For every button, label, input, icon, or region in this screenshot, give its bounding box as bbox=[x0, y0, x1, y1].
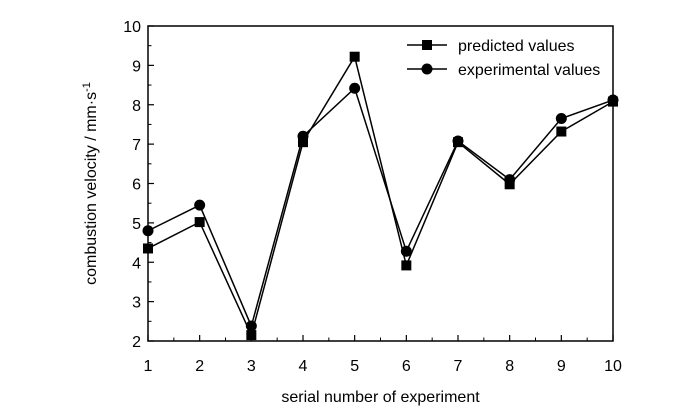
legend-marker-circle bbox=[421, 63, 433, 75]
data-point-circle bbox=[245, 320, 257, 332]
data-point-circle bbox=[504, 174, 516, 186]
series-experimental bbox=[142, 82, 619, 332]
y-tick-label: 2 bbox=[132, 334, 141, 351]
data-point-square bbox=[556, 126, 567, 137]
x-tick-label: 6 bbox=[402, 358, 411, 375]
y-tick-label: 10 bbox=[123, 19, 141, 36]
x-tick-label: 1 bbox=[144, 358, 153, 375]
x-tick-label: 7 bbox=[454, 358, 463, 375]
legend-label: experimental values bbox=[458, 62, 600, 79]
legend-item: predicted values bbox=[407, 38, 575, 55]
x-tick-label: 3 bbox=[247, 358, 256, 375]
y-axis-label: combustion velocity / mm·s-1 bbox=[81, 82, 100, 285]
series-layer bbox=[142, 51, 619, 341]
data-point-square bbox=[298, 137, 308, 148]
y-tick-label: 4 bbox=[132, 255, 141, 272]
x-axis-label: serial number of experiment bbox=[281, 389, 480, 406]
legend-label: predicted values bbox=[458, 38, 575, 55]
y-tick-label: 5 bbox=[132, 216, 141, 233]
series-line bbox=[147, 54, 614, 338]
x-tick-label: 8 bbox=[505, 358, 514, 375]
legend: predicted values experimental values bbox=[407, 38, 600, 79]
y-axis-ticks: 2 3 4 5 6 7 8 9 10 bbox=[123, 19, 154, 351]
data-point-square bbox=[246, 330, 257, 341]
data-point-circle bbox=[555, 113, 567, 125]
data-point-square bbox=[143, 243, 153, 254]
data-point-circle bbox=[349, 82, 361, 94]
data-point-circle bbox=[452, 135, 464, 147]
y-axis-label-superscript: -1 bbox=[81, 82, 93, 92]
x-tick-label: 10 bbox=[604, 358, 622, 375]
series-line bbox=[147, 86, 614, 329]
x-axis-ticks: 1 2 3 4 5 6 7 8 9 10 bbox=[144, 335, 622, 375]
data-point-square bbox=[401, 260, 412, 271]
y-tick-label: 3 bbox=[132, 295, 141, 312]
legend-marker-square bbox=[422, 40, 432, 50]
legend-item: experimental values bbox=[407, 62, 600, 79]
data-point-circle bbox=[400, 245, 412, 257]
data-point-circle bbox=[142, 225, 154, 237]
series-predicted bbox=[143, 51, 618, 341]
data-point-circle bbox=[194, 199, 206, 211]
data-point-circle bbox=[297, 130, 309, 142]
x-tick-label: 5 bbox=[350, 358, 359, 375]
y-tick-label: 9 bbox=[132, 58, 141, 75]
data-point-circle bbox=[607, 94, 619, 106]
y-tick-label: 6 bbox=[132, 177, 141, 194]
y-tick-label: 7 bbox=[132, 137, 141, 154]
y-tick-label: 8 bbox=[132, 98, 141, 115]
data-point-square bbox=[194, 217, 205, 228]
y-axis-label-text: combustion velocity / mm·s bbox=[83, 92, 100, 285]
x-tick-label: 2 bbox=[195, 358, 204, 375]
x-tick-label: 4 bbox=[299, 358, 308, 375]
x-tick-label: 9 bbox=[557, 358, 566, 375]
data-point-square bbox=[349, 51, 360, 62]
